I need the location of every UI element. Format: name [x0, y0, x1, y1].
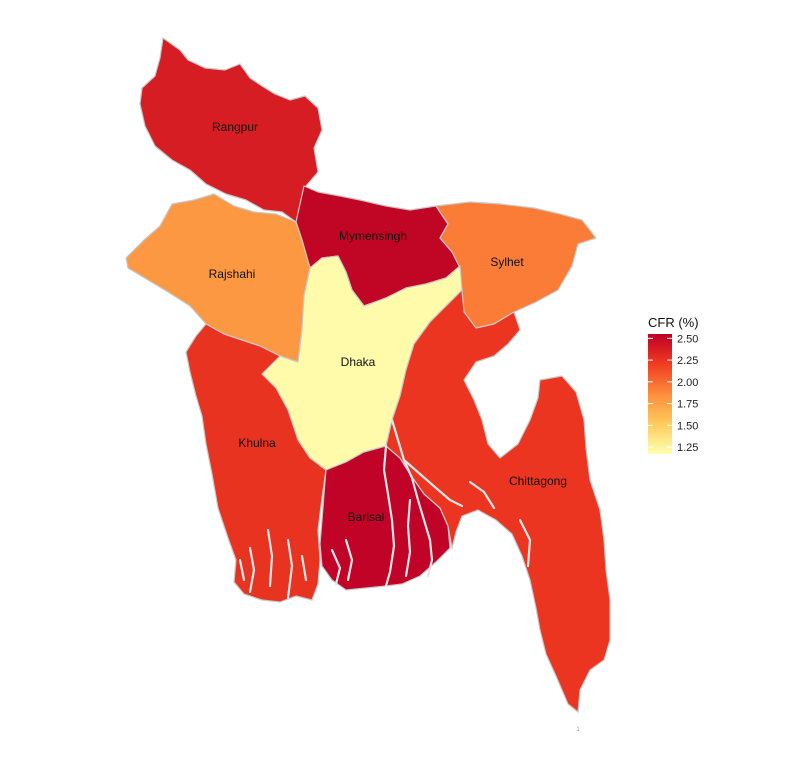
legend-tick-label: 1.25: [677, 442, 698, 454]
label-rajshahi: Rajshahi: [209, 267, 256, 281]
legend-colorbar: [648, 334, 672, 454]
legend-tick-label: 2.50: [677, 333, 698, 345]
legend-tick-label: 2.25: [677, 355, 698, 367]
legend-ticks: 2.50 2.25 2.00 1.75 1.50 1.25: [648, 333, 698, 454]
legend-title: CFR (%): [648, 315, 699, 330]
label-mymensingh: Mymensingh: [339, 229, 407, 243]
legend-tick-label: 1.75: [677, 399, 698, 411]
label-dhaka: Dhaka: [341, 355, 376, 369]
division-labels: Rangpur Mymensingh Sylhet Rajshahi Dhaka…: [209, 120, 567, 524]
legend: CFR (%) 2.50 2.25 2.00 1.75 1.50 1.25: [648, 315, 699, 454]
label-chittagong: Chittagong: [509, 474, 567, 488]
river-channels: [238, 418, 532, 600]
label-rangpur: Rangpur: [212, 120, 258, 134]
label-barisal: Barisal: [348, 510, 385, 524]
division-sylhet: [435, 201, 597, 329]
division-shapes: [125, 37, 611, 713]
label-khulna: Khulna: [238, 436, 276, 450]
footnote-marker: 1: [576, 727, 580, 733]
division-chittagong: [385, 289, 611, 713]
legend-tick-label: 1.50: [677, 420, 698, 432]
legend-tick-label: 2.00: [677, 377, 698, 389]
division-khulna: [185, 323, 327, 603]
label-sylhet: Sylhet: [490, 255, 524, 269]
